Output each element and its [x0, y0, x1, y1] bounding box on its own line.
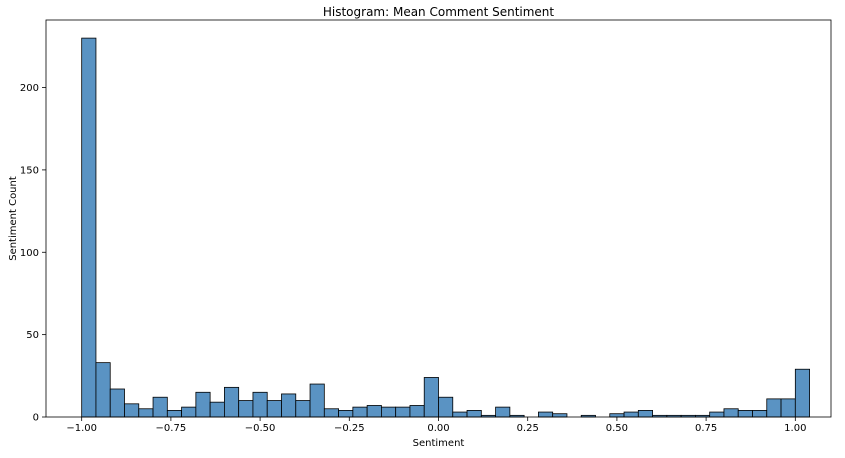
histogram-bar	[366, 405, 382, 418]
histogram-bar	[794, 368, 810, 418]
histogram-bar	[266, 400, 282, 418]
x-tick-label: −0.25	[334, 423, 365, 434]
x-tick-label: 0.50	[606, 423, 628, 434]
histogram-bar	[224, 386, 240, 418]
chart-title: Histogram: Mean Comment Sentiment	[323, 5, 555, 19]
histogram-bar	[766, 398, 782, 418]
y-axis-ticks: 0 50 100 150 200	[20, 83, 46, 424]
histogram-bar	[723, 408, 739, 418]
histogram-bar	[281, 393, 297, 418]
histogram-bar	[209, 401, 225, 418]
histogram-bar	[381, 406, 397, 418]
x-axis-ticks: −1.00 −0.75 −0.50 −0.25 0.00 0.25 0.50 0.75 1.00	[66, 417, 806, 434]
histogram-bar	[323, 408, 339, 418]
y-axis-label: Sentiment Count	[8, 176, 19, 261]
histogram-bar	[452, 411, 468, 418]
x-tick-label: 0.75	[695, 423, 717, 434]
histogram-bar	[623, 411, 639, 418]
x-tick-label: −0.75	[156, 423, 187, 434]
x-tick-label: 0.25	[517, 423, 539, 434]
histogram-bar	[637, 410, 653, 418]
histogram-bar	[395, 406, 411, 418]
histogram-bar	[552, 413, 568, 418]
histogram-bar	[166, 410, 182, 418]
histogram-bar	[737, 410, 753, 418]
y-tick-label: 0	[33, 413, 39, 424]
histogram-bar	[423, 377, 439, 418]
histogram-bar	[352, 406, 368, 418]
x-tick-label: −1.00	[66, 423, 97, 434]
histogram-bar	[609, 413, 625, 418]
histogram-bar	[124, 403, 140, 418]
histogram-bar	[409, 405, 425, 418]
histogram-bar	[709, 411, 725, 418]
histogram-bar	[181, 406, 197, 418]
x-axis-label: Sentiment	[413, 438, 465, 449]
histogram-bar	[195, 391, 211, 418]
histogram-bar	[438, 396, 454, 418]
histogram-bar	[152, 396, 168, 418]
histogram-bar	[752, 410, 768, 418]
y-tick-label: 200	[20, 83, 39, 94]
x-tick-label: 1.00	[784, 423, 806, 434]
histogram-bar	[495, 406, 511, 418]
histogram-bar	[538, 411, 554, 418]
histogram-bar	[252, 391, 268, 418]
histogram-bar	[295, 400, 311, 418]
histogram-bar	[95, 362, 111, 418]
histogram-bar	[81, 37, 97, 418]
histogram-bar	[780, 398, 796, 418]
x-tick-label: 0.00	[427, 423, 449, 434]
histogram-bar	[338, 410, 354, 418]
histogram-bar	[109, 388, 125, 418]
histogram-bar	[138, 408, 154, 418]
histogram-bar	[238, 400, 254, 418]
y-tick-label: 100	[20, 248, 39, 259]
histogram-bar	[309, 383, 325, 418]
x-tick-label: −0.50	[245, 423, 276, 434]
y-tick-label: 50	[26, 330, 39, 341]
histogram-bar	[466, 410, 482, 418]
y-tick-label: 150	[20, 165, 39, 176]
